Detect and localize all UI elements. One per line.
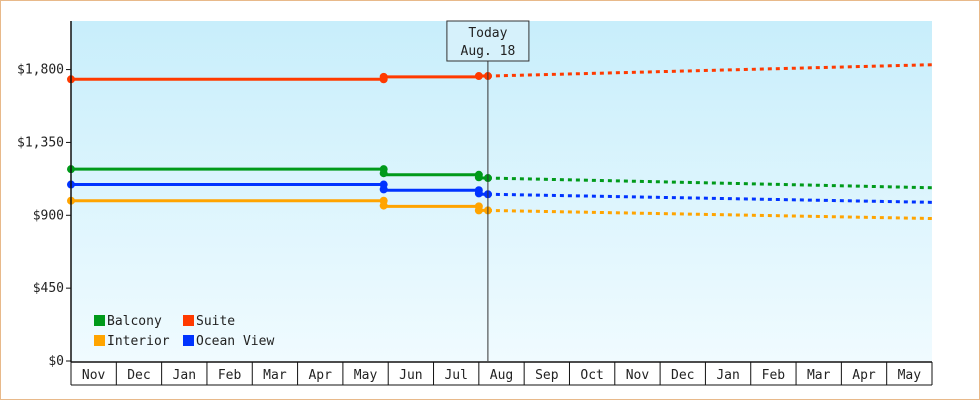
x-tick-label: Jun bbox=[399, 368, 422, 383]
forecast-line-balcony bbox=[487, 176, 933, 190]
x-tick-label: Apr bbox=[852, 368, 876, 383]
legend-swatch bbox=[183, 335, 194, 346]
legend-swatch bbox=[94, 315, 105, 326]
data-point[interactable] bbox=[474, 206, 483, 215]
legend-swatch bbox=[183, 315, 194, 326]
y-tick-label: $1,350 bbox=[17, 135, 64, 150]
data-point[interactable] bbox=[379, 169, 388, 178]
x-tick-label: Feb bbox=[218, 368, 242, 383]
x-tick-label: Feb bbox=[762, 368, 786, 383]
data-point[interactable] bbox=[379, 201, 388, 210]
data-point[interactable] bbox=[379, 185, 388, 194]
x-tick-label: Nov bbox=[82, 368, 106, 383]
data-point[interactable] bbox=[474, 189, 483, 198]
today-date-label: Aug. 18 bbox=[461, 44, 516, 59]
forecast-line-interior bbox=[487, 208, 933, 221]
legend-label[interactable]: Balcony bbox=[107, 314, 162, 329]
x-tick-label: Dec bbox=[671, 368, 694, 383]
today-box bbox=[446, 20, 530, 62]
forecast-line-ocean-view bbox=[487, 192, 933, 204]
today-label: Today bbox=[468, 26, 507, 41]
data-point[interactable] bbox=[474, 72, 483, 81]
x-tick-label: Oct bbox=[580, 368, 603, 383]
data-point[interactable] bbox=[379, 72, 388, 81]
x-tick-label: May bbox=[898, 368, 922, 383]
y-tick-label: $0 bbox=[48, 354, 64, 369]
plot-background bbox=[71, 21, 932, 361]
legend-label[interactable]: Interior bbox=[107, 334, 170, 349]
legend-label[interactable]: Ocean View bbox=[196, 334, 274, 349]
x-tick-label: Jan bbox=[173, 368, 196, 383]
x-tick-label: Mar bbox=[263, 368, 287, 383]
x-tick-label: Jan bbox=[716, 368, 739, 383]
legend-swatch bbox=[94, 335, 105, 346]
x-tick-label: Aug bbox=[490, 368, 513, 383]
data-point[interactable] bbox=[474, 173, 483, 182]
x-tick-label: Sep bbox=[535, 368, 559, 383]
x-tick-label: Dec bbox=[127, 368, 150, 383]
x-tick-label: Mar bbox=[807, 368, 831, 383]
x-tick-label: May bbox=[354, 368, 378, 383]
forecast-line-suite bbox=[487, 63, 933, 78]
x-tick-label: Jul bbox=[444, 368, 467, 383]
x-tick-label: Nov bbox=[626, 368, 650, 383]
y-tick-label: $450 bbox=[33, 281, 64, 296]
x-tick-label: Apr bbox=[308, 368, 332, 383]
legend-label[interactable]: Suite bbox=[196, 314, 235, 329]
y-tick-label: $900 bbox=[33, 208, 64, 223]
y-tick-label: $1,800 bbox=[17, 63, 64, 78]
